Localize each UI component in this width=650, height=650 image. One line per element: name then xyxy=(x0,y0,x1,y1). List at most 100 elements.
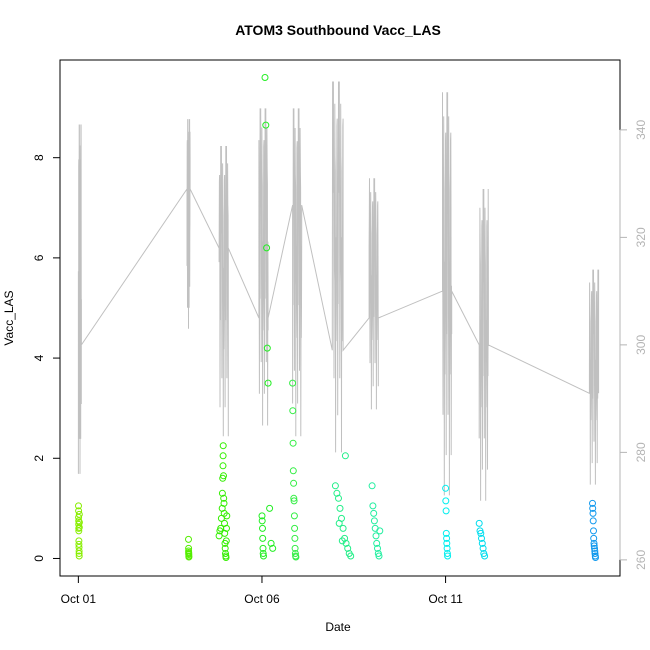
x-tick-label: Oct 01 xyxy=(61,592,97,606)
scatter-point xyxy=(263,344,271,352)
scatter-point xyxy=(258,512,266,520)
scatter-point xyxy=(223,512,231,520)
scatter-point xyxy=(75,502,82,510)
scatter-point xyxy=(443,539,451,547)
scatter-point xyxy=(335,494,342,502)
scatter-point xyxy=(75,523,83,531)
scatter-point xyxy=(259,544,267,552)
x-axis-label: Date xyxy=(325,620,351,634)
scatter-point xyxy=(221,544,229,552)
scatter-point xyxy=(592,554,599,561)
scatter-point xyxy=(219,452,227,460)
scatter-point xyxy=(590,527,597,535)
scatter-point xyxy=(442,497,450,505)
scatter-point xyxy=(338,537,346,545)
y-tick-label: 8 xyxy=(32,154,46,161)
scatter-point xyxy=(75,510,83,518)
scatter-point xyxy=(376,527,384,535)
scatter-point xyxy=(75,537,83,545)
scatter-point xyxy=(443,534,451,542)
scatter-point xyxy=(75,540,83,548)
scatter-point xyxy=(262,121,270,129)
scatter-point xyxy=(258,517,266,525)
scatter-point xyxy=(185,553,193,561)
scatter-point xyxy=(219,442,227,450)
scatter-point xyxy=(341,452,349,460)
scatter-point xyxy=(291,550,299,557)
y-axis-label: Vacc_LAS xyxy=(2,290,16,345)
scatter-point xyxy=(269,544,277,552)
scatter-point xyxy=(478,539,486,547)
scatter-point xyxy=(219,462,227,470)
scatter-point xyxy=(443,544,451,552)
scatter-point xyxy=(344,544,352,552)
chart-title: ATOM3 Southbound Vacc_LAS xyxy=(235,22,441,38)
scatter-point xyxy=(222,537,230,545)
scatter-point xyxy=(261,74,269,81)
scatter-point xyxy=(370,509,378,517)
scatter-point xyxy=(442,529,450,537)
scatter-point xyxy=(218,489,226,497)
scatter-point xyxy=(591,547,599,555)
scatter-point xyxy=(222,550,229,557)
y-tick-label: 4 xyxy=(32,354,46,361)
scatter-point xyxy=(264,379,272,387)
y-axis: 0 2 4 6 8 xyxy=(32,154,61,562)
scatter-point xyxy=(335,519,343,527)
scatter-point xyxy=(589,499,596,507)
scatter-point xyxy=(477,529,485,537)
scatter-point xyxy=(263,244,271,252)
scatter-point xyxy=(75,518,83,526)
scatter-point xyxy=(369,502,377,510)
scatter-point xyxy=(289,407,297,415)
scatter-point xyxy=(442,507,450,515)
scatter-point xyxy=(223,524,230,532)
scatter-point xyxy=(289,439,297,447)
secondary-line-path xyxy=(77,81,600,501)
scatter-point xyxy=(75,550,83,557)
scatter-point xyxy=(220,472,227,480)
scatter-point xyxy=(222,554,230,561)
scatter-point xyxy=(291,524,299,532)
scatter-point xyxy=(336,504,344,512)
scatter-point xyxy=(331,482,339,490)
scatter-point xyxy=(589,509,597,517)
scatter-point xyxy=(260,552,267,560)
scatter-point xyxy=(590,534,598,542)
scatter-point xyxy=(290,512,298,520)
scatter-point xyxy=(444,552,452,560)
scatter-point xyxy=(375,552,383,560)
scatter-point xyxy=(259,524,266,532)
scatter-point xyxy=(289,379,297,387)
scatter-point xyxy=(475,519,483,527)
scatter-point xyxy=(292,553,300,561)
scatter-point xyxy=(220,494,228,502)
scatter-point xyxy=(75,552,83,560)
scatter-point xyxy=(290,479,298,487)
scatter-point xyxy=(339,524,347,532)
scatter-point xyxy=(589,504,597,512)
scatter-point xyxy=(368,482,376,490)
y2-axis: 260 280 300 320 340 xyxy=(619,120,648,570)
scatter-point xyxy=(372,532,380,540)
scatter-point xyxy=(333,489,341,497)
secondary-line-series xyxy=(77,81,600,501)
x-axis: Oct 01 Oct 06 Oct 11 xyxy=(61,575,463,606)
y-tick-label: 6 xyxy=(32,254,46,261)
scatter-point xyxy=(347,552,355,560)
scatter-point xyxy=(290,497,298,505)
scatter-point xyxy=(266,504,274,512)
scatter-point xyxy=(374,544,381,552)
scatter-points xyxy=(75,74,599,561)
y2-tick-label: 280 xyxy=(634,442,648,462)
scatter-point xyxy=(590,542,598,550)
scatter-point xyxy=(291,534,299,542)
scatter-point xyxy=(75,513,83,521)
x-tick-label: Oct 06 xyxy=(244,592,280,606)
scatter-point xyxy=(370,517,378,525)
scatter-point xyxy=(442,484,450,492)
scatter-point xyxy=(267,539,275,547)
scatter-point xyxy=(290,494,298,502)
scatter-point xyxy=(215,532,223,540)
